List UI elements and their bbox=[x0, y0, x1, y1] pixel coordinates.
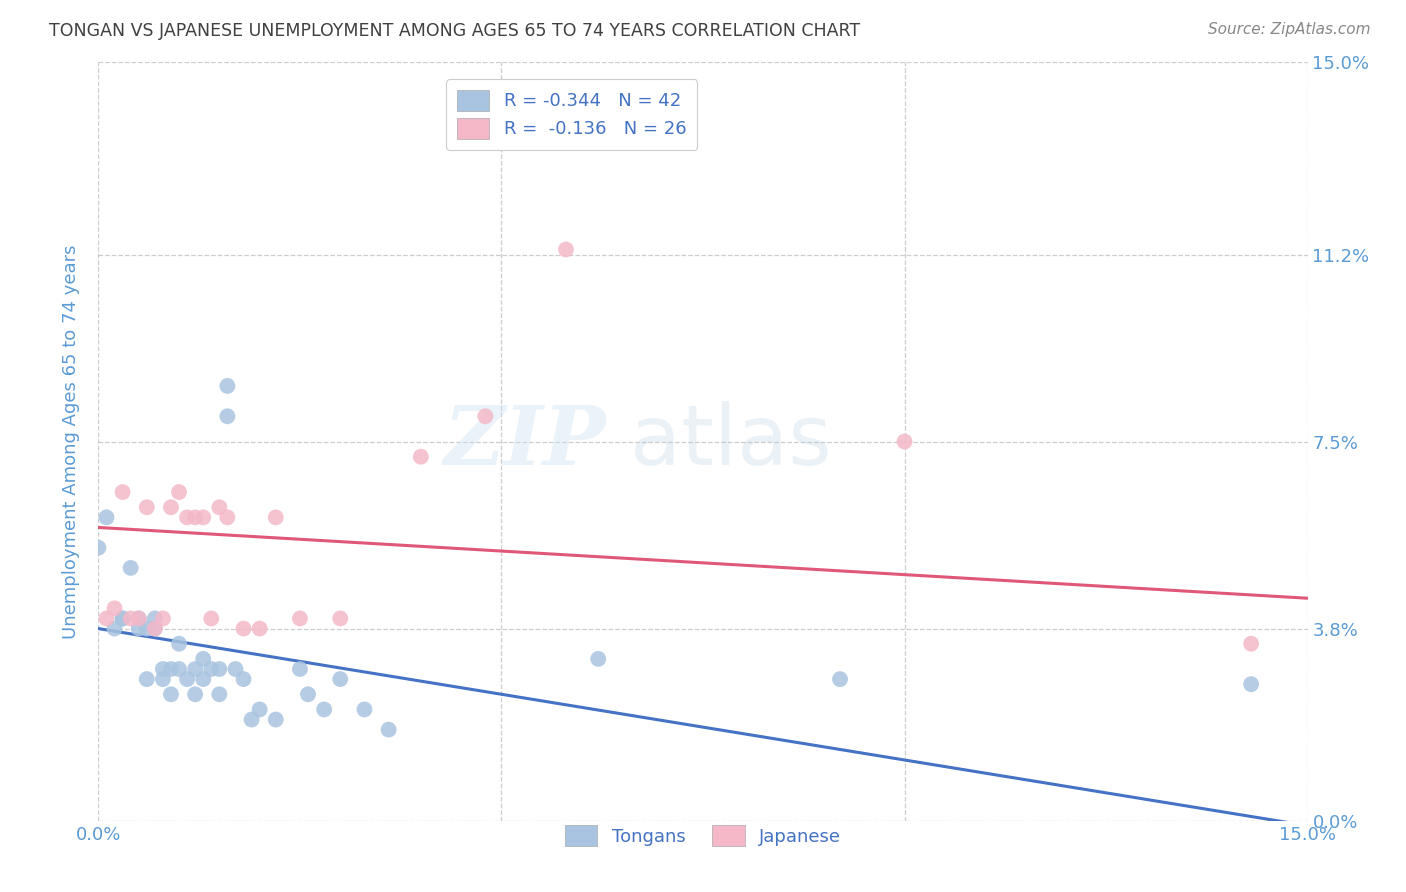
Point bbox=[135, 622, 157, 636]
Point bbox=[217, 409, 239, 424]
Y-axis label: Unemployment Among Ages 65 to 74 years: Unemployment Among Ages 65 to 74 years bbox=[62, 244, 80, 639]
Point bbox=[1240, 637, 1263, 651]
Point bbox=[167, 485, 190, 500]
Point bbox=[96, 611, 118, 625]
Point bbox=[128, 622, 150, 636]
Point bbox=[409, 450, 432, 464]
Legend: Tongans, Japanese: Tongans, Japanese bbox=[557, 818, 849, 854]
Point bbox=[232, 672, 254, 686]
Point bbox=[87, 541, 110, 555]
Point bbox=[152, 611, 174, 625]
Point bbox=[353, 702, 375, 716]
Point bbox=[377, 723, 399, 737]
Point bbox=[143, 611, 166, 625]
Point bbox=[184, 687, 207, 701]
Point bbox=[200, 611, 222, 625]
Point bbox=[120, 611, 142, 625]
Point bbox=[128, 611, 150, 625]
Point bbox=[264, 713, 287, 727]
Point bbox=[167, 637, 190, 651]
Point bbox=[249, 702, 271, 716]
Point bbox=[249, 622, 271, 636]
Point bbox=[160, 687, 183, 701]
Point bbox=[193, 652, 215, 666]
Point bbox=[329, 611, 352, 625]
Point bbox=[135, 500, 157, 515]
Point bbox=[184, 662, 207, 676]
Point bbox=[160, 662, 183, 676]
Point bbox=[224, 662, 246, 676]
Point bbox=[297, 687, 319, 701]
Point bbox=[264, 510, 287, 524]
Point bbox=[232, 622, 254, 636]
Point bbox=[208, 687, 231, 701]
Point bbox=[555, 243, 578, 257]
Text: atlas: atlas bbox=[630, 401, 832, 482]
Point bbox=[143, 622, 166, 636]
Text: Source: ZipAtlas.com: Source: ZipAtlas.com bbox=[1208, 22, 1371, 37]
Point bbox=[288, 611, 311, 625]
Point bbox=[152, 662, 174, 676]
Point bbox=[176, 672, 198, 686]
Point bbox=[828, 672, 851, 686]
Point bbox=[208, 662, 231, 676]
Point bbox=[167, 662, 190, 676]
Point bbox=[1240, 677, 1263, 691]
Point bbox=[111, 611, 134, 625]
Point bbox=[152, 672, 174, 686]
Point bbox=[217, 510, 239, 524]
Point bbox=[176, 510, 198, 524]
Point bbox=[103, 601, 125, 615]
Point bbox=[193, 672, 215, 686]
Text: TONGAN VS JAPANESE UNEMPLOYMENT AMONG AGES 65 TO 74 YEARS CORRELATION CHART: TONGAN VS JAPANESE UNEMPLOYMENT AMONG AG… bbox=[49, 22, 860, 40]
Point bbox=[329, 672, 352, 686]
Point bbox=[96, 510, 118, 524]
Point bbox=[103, 622, 125, 636]
Point bbox=[240, 713, 263, 727]
Point bbox=[217, 379, 239, 393]
Point bbox=[893, 434, 915, 449]
Text: ZIP: ZIP bbox=[444, 401, 606, 482]
Point bbox=[111, 611, 134, 625]
Point bbox=[135, 672, 157, 686]
Point bbox=[288, 662, 311, 676]
Point bbox=[474, 409, 496, 424]
Point bbox=[120, 561, 142, 575]
Point bbox=[208, 500, 231, 515]
Point bbox=[184, 510, 207, 524]
Point bbox=[200, 662, 222, 676]
Point bbox=[160, 500, 183, 515]
Point bbox=[143, 622, 166, 636]
Point bbox=[314, 702, 336, 716]
Point bbox=[111, 485, 134, 500]
Point bbox=[193, 510, 215, 524]
Point bbox=[128, 611, 150, 625]
Point bbox=[586, 652, 609, 666]
